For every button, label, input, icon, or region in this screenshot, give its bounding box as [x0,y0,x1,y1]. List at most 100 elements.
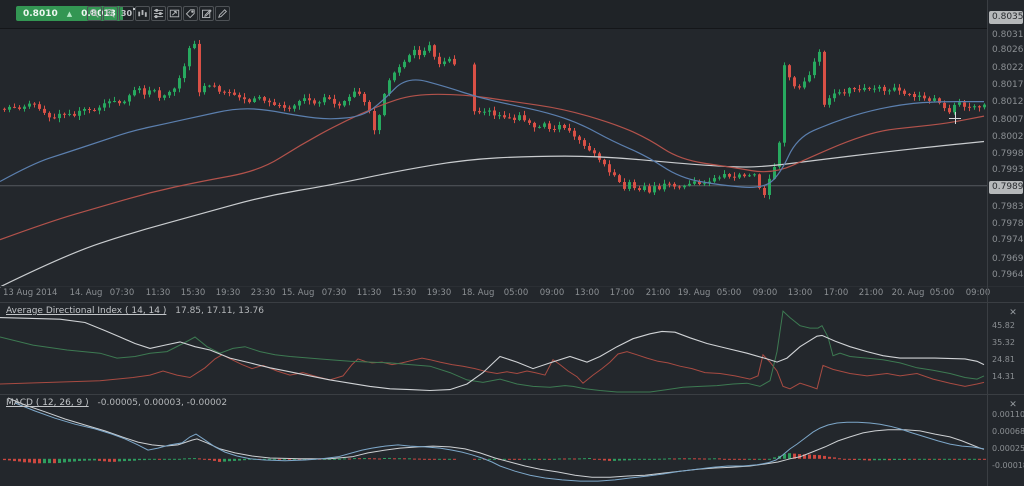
pencil-icon [218,9,228,18]
macd-axis-label: 0.00068 [992,427,1024,436]
time-axis-label: 13:00 [787,288,813,298]
price-marker-label: 0.8035 [989,11,1024,24]
time-axis-label: 15. Aug [281,288,315,298]
macd-signal-line [7,397,985,478]
time-axis-label: 21:00 [858,288,884,298]
adx-axis-label: 14.31 [992,372,1015,381]
price-axis-label: 0.7974 [992,235,1024,245]
price-axis-label: 0.8017 [992,80,1024,90]
adx-indicator-title: Average Directional Index ( 14, 14 ) 17.… [6,306,264,316]
ma-200-line [0,140,985,288]
macd-histogram [3,453,986,464]
time-axis-label: 05:00 [716,288,742,298]
macd-axis-label: -0.00018 [992,461,1024,470]
screenshot-button[interactable] [167,6,182,21]
macd-values-text: -0.00005, 0.00003, -0.00002 [97,398,228,408]
time-axis-label: 19:30 [426,288,452,298]
macd-axis-label: 0.00110 [992,410,1024,419]
price-axis-label: 0.7964 [992,270,1024,280]
macd-title-link[interactable]: MACD ( 12, 26, 9 ) [6,398,89,408]
tag-button[interactable] [183,6,198,21]
time-axis-label: 21:00 [645,288,671,298]
sliders-icon [153,8,164,19]
adx-axis-label: 45.82 [992,321,1015,330]
time-axis-label: 11:30 [145,288,171,298]
price-axis-label: 0.7978 [992,219,1024,229]
time-axis-label: 17:00 [609,288,635,298]
macd-close-icon[interactable]: ✕ [1009,400,1017,410]
adx-line [0,317,985,392]
time-axis-label: 09:00 [752,288,778,298]
macd-indicator-title: MACD ( 12, 26, 9 ) -0.00005, 0.00003, -0… [6,398,227,408]
time-axis-label: 18. Aug [461,288,495,298]
compose-button[interactable] [199,6,214,21]
adx-axis-label: 24.81 [992,355,1015,364]
indicators-button[interactable] [151,6,166,21]
draw-button[interactable] [215,6,230,21]
price-axis-label: 0.8026 [992,45,1024,55]
time-axis-label: 05:00 [503,288,529,298]
plus-di-line [0,310,985,393]
compose-icon [202,9,212,18]
time-axis-label: 09:00 [965,288,991,298]
magnifier-minus-icon [90,9,99,18]
price-axis-label: 0.8012 [992,97,1024,107]
chart-toolbar: 0.8010 ▲ 0.8013 30 [0,0,987,29]
macd-line [14,402,985,482]
price-marker-label: 0.7989 [989,181,1024,194]
adx-close-icon[interactable]: ✕ [1009,308,1017,318]
bid-ask-badge[interactable]: 0.8010 ▲ 0.8013 [16,6,123,21]
price-axis-label: 0.7983 [992,202,1024,212]
candlesticks [3,40,986,200]
macd-panel [3,397,986,482]
minus-di-line [0,351,985,390]
zoom-in-button[interactable] [103,6,118,21]
adx-title-link[interactable]: Average Directional Index ( 14, 14 ) [6,306,167,316]
timeframe-button[interactable]: 30 [119,6,136,21]
ask-price[interactable]: 0.8013 [81,8,116,19]
time-axis-label: 17:00 [823,288,849,298]
price-axis-label: 0.7998 [992,149,1024,159]
tag-icon [185,9,195,19]
adx-axis-label: 35.32 [992,338,1015,347]
price-axis[interactable]: 0.8035 0.8031 0.8026 0.8022 0.8017 0.8012 0.80… [987,0,1024,486]
adx-values-text: 17.85, 17.11, 13.76 [175,306,264,316]
time-axis-label: 15:30 [391,288,417,298]
ma-slow-line [0,93,985,241]
adx-panel [0,310,985,393]
price-axis-label: 0.8002 [992,132,1024,142]
main-chart-panel [0,40,987,288]
adx-panel-separator [0,302,1024,303]
time-axis-label: 13:00 [574,288,600,298]
time-axis-label: 07:30 [109,288,135,298]
time-axis-label: 07:30 [321,288,347,298]
time-axis-label: 15:30 [180,288,206,298]
time-axis-label: 23:30 [250,288,276,298]
time-axis-label: 20. Aug [891,288,925,298]
timeframe-label: 30 [120,7,136,18]
candles-icon [138,10,147,17]
bid-price[interactable]: 0.8010 [23,8,58,19]
time-axis-label: 19:30 [215,288,241,298]
main-chart-bottom-separator [0,286,1024,287]
price-axis-label: 0.7969 [992,254,1024,264]
time-axis[interactable]: 13 Aug 2014 14. Aug 07:30 11:30 15:30 19:30 23… [0,288,990,302]
price-axis-label: 0.8031 [992,30,1024,40]
price-axis-label: 0.7993 [992,165,1024,175]
time-axis-label: 13 Aug 2014 [3,288,58,298]
crosshair-marker [949,112,961,124]
macd-axis-label: 0.00025 [992,444,1024,453]
time-axis-label: 11:30 [356,288,382,298]
tick-up-arrow-icon: ▲ [66,9,73,18]
magnifier-plus-icon [106,9,115,18]
screenshot-icon [169,9,180,18]
price-axis-label: 0.8007 [992,115,1024,125]
time-axis-label: 19. Aug [677,288,711,298]
price-axis-label: 0.8022 [992,63,1024,73]
time-axis-label: 05:00 [929,288,955,298]
ma-fast-line [0,79,984,188]
chart-type-button[interactable] [135,6,150,21]
zoom-out-button[interactable] [87,6,102,21]
macd-panel-separator [0,394,1024,395]
